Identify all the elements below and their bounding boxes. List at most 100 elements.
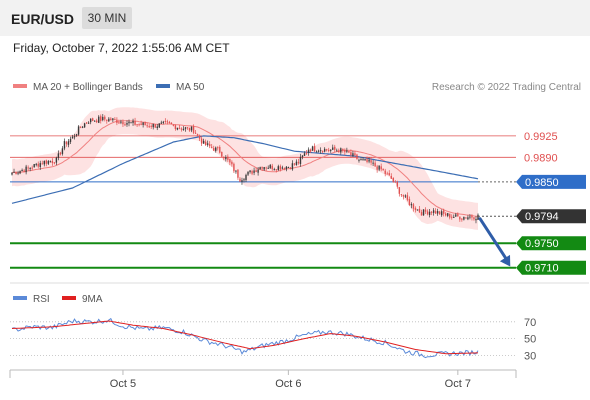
candle	[215, 146, 217, 153]
candle	[443, 208, 445, 217]
candle	[356, 153, 358, 160]
candle	[15, 171, 17, 175]
symbol-label: EUR/USD	[11, 11, 75, 27]
candle	[21, 168, 23, 172]
candle	[297, 158, 300, 165]
candle	[184, 126, 187, 132]
candle	[311, 145, 314, 151]
candle	[350, 149, 352, 158]
candle	[33, 163, 35, 168]
candle	[65, 140, 68, 147]
candle	[328, 147, 330, 153]
candle	[372, 159, 374, 166]
candle	[352, 150, 354, 158]
arrow-head	[499, 254, 511, 267]
candle	[451, 214, 453, 220]
candle	[23, 168, 25, 173]
candle	[473, 216, 475, 221]
candle	[130, 122, 132, 124]
candle	[455, 212, 457, 217]
candle	[41, 160, 43, 165]
candle	[440, 209, 443, 217]
timeframe-button[interactable]: 30 MIN	[82, 7, 132, 29]
candle	[279, 164, 282, 172]
candle	[89, 118, 92, 125]
candle	[283, 167, 286, 171]
candle	[75, 133, 78, 137]
candle	[277, 164, 279, 171]
candle	[287, 166, 290, 169]
candle	[291, 160, 294, 171]
candle	[309, 148, 312, 153]
candle	[469, 214, 471, 220]
candle	[196, 133, 199, 137]
credit-label: Research © 2022 Trading Central	[432, 82, 581, 93]
level-tag-text: 0.9794	[525, 211, 559, 223]
candle	[412, 202, 415, 212]
candle	[275, 169, 277, 173]
candle	[178, 124, 181, 130]
candle	[114, 117, 116, 121]
candle	[459, 216, 461, 222]
x-tick-label: Oct 6	[275, 378, 301, 390]
candle	[317, 149, 320, 153]
candle	[285, 165, 288, 172]
candle	[354, 150, 356, 157]
candle	[136, 123, 138, 128]
candle	[132, 118, 134, 126]
candle	[271, 163, 273, 171]
x-tick-label: Oct 7	[445, 378, 471, 390]
candle	[208, 141, 211, 149]
candle	[51, 158, 54, 166]
candle	[404, 194, 407, 199]
header-bar: EUR/USD 30 MIN	[0, 0, 590, 36]
rsi-tick-label: 30	[524, 350, 536, 362]
candle	[463, 216, 465, 221]
candle	[162, 120, 165, 125]
candle	[428, 209, 431, 218]
candle	[148, 123, 150, 129]
candle	[336, 148, 338, 152]
candle	[267, 165, 269, 169]
candle	[265, 166, 267, 171]
rsi-ma-legend-swatch	[62, 296, 76, 300]
candle	[253, 167, 255, 176]
candle	[17, 170, 19, 176]
ma50-legend-swatch	[156, 84, 170, 88]
candle	[414, 206, 417, 213]
level-tag-0.9750: 0.9750	[516, 236, 586, 251]
candle	[25, 164, 27, 175]
candle	[57, 150, 60, 161]
candle	[37, 161, 39, 169]
candle	[396, 180, 399, 189]
candle	[334, 144, 336, 153]
candle	[96, 118, 98, 124]
candle	[144, 121, 146, 126]
candle	[281, 165, 284, 170]
candle	[243, 178, 245, 183]
candle	[255, 167, 257, 173]
candle	[67, 138, 70, 148]
candle	[453, 214, 455, 218]
candle	[289, 167, 292, 170]
candle	[362, 156, 364, 161]
candle	[112, 118, 114, 123]
candle	[229, 158, 231, 166]
candle	[245, 173, 247, 182]
candle	[449, 213, 451, 220]
candle	[186, 126, 189, 130]
candle	[69, 136, 72, 145]
candle	[315, 150, 318, 153]
candle	[192, 124, 195, 135]
candle	[438, 210, 441, 215]
candle	[170, 122, 173, 125]
candle	[106, 119, 108, 124]
candle	[47, 160, 50, 166]
candle	[475, 216, 477, 224]
candle	[305, 149, 308, 155]
candle	[346, 147, 348, 154]
candle	[319, 147, 322, 154]
candle	[307, 147, 310, 156]
candle	[61, 146, 64, 156]
